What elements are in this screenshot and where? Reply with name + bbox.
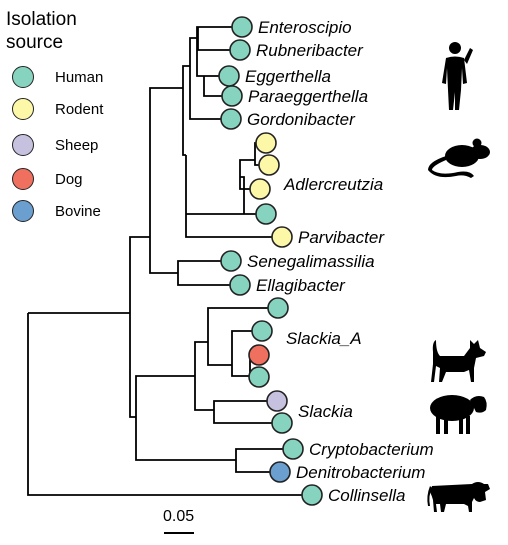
tip-collinsella [301,484,323,506]
label-gordonibacter: Gordonibacter [247,110,356,129]
branch-eggerthella-group [189,37,231,120]
tip-cryptobacterium [282,438,304,460]
legend-item-bovine: Bovine [12,198,101,224]
branch-cryptobacterium-denitrobacterium [235,448,293,473]
tip-adlercreutzia-2 [258,154,280,176]
human-silhouette-icon [442,42,473,110]
tip-slackia-a-2 [251,320,273,342]
sheep-silhouette-icon [430,395,487,434]
legend-item-human: Human [12,64,103,90]
legend-title-line-1: Isolation [6,9,77,30]
legend-swatch-rodent [12,98,34,120]
label-enteroscipio: Enteroscipio [258,18,352,37]
cow-silhouette-icon [427,482,490,512]
label-parvibacter: Parvibacter [298,228,385,247]
legend-label-dog: Dog [55,170,83,188]
legend-label-sheep: Sheep [55,136,99,154]
branch-slackia-a [207,307,278,366]
tip-denitrobacterium [269,461,291,483]
label-rubneribacter: Rubneribacter [256,41,364,60]
branch-root [27,313,308,496]
tip-senegalimassilia [220,250,242,272]
tip-slackia-human [271,412,293,434]
tip-slackia-a-3 [248,366,270,388]
tip-eggerthella [218,65,240,87]
branch-adlercreutzia-parvibacter [185,155,282,238]
label-collinsella: Collinsella [328,486,405,505]
tip-enteroscipio [231,16,253,38]
tip-paraeggerthella [221,85,243,107]
tip-ellagibacter [229,274,251,296]
legend-swatch-bovine [12,200,34,222]
legend-item-rodent: Rodent [12,96,103,122]
label-paraeggerthella: Paraeggerthella [248,87,368,106]
label-eggerthella: Eggerthella [245,67,331,86]
label-slackia: Slackia [298,402,353,421]
tip-slackia-a-dog [248,344,270,366]
label-adlercreutzia: Adlercreutzia [283,175,383,194]
branch-eggerthella-adlercreutzia [182,65,190,156]
branch-lower-clade [135,375,236,461]
label-ellagibacter: Ellagibacter [256,276,346,295]
legend-swatch-dog [12,168,34,190]
legend-swatch-human [12,66,34,88]
tip-adlercreutzia-3 [249,178,271,200]
branch-ingroup [28,236,150,418]
legend-item-dog: Dog [12,166,83,192]
tip-adlercreutzia-4 [255,203,277,225]
branch-adlercreutzia-rodents [239,142,269,190]
scale-bar-label: 0.05 [163,508,195,525]
tree-tips [218,16,323,506]
tip-slackia-sheep [266,390,288,412]
branch-slackia [213,400,282,424]
legend-label-rodent: Rodent [55,100,104,118]
tip-parvibacter [271,226,293,248]
branch-slackia-group [194,341,214,411]
label-cryptobacterium: Cryptobacterium [309,440,434,459]
scale-bar-line [164,532,194,534]
label-denitrobacterium: Denitrobacterium [296,463,425,482]
tree-branches [27,26,308,496]
label-senegalimassilia: Senegalimassilia [247,252,375,271]
legend-label-human: Human [55,68,104,86]
legend-swatch-sheep [12,134,34,156]
legend-title: Isolation source [6,8,77,54]
tip-adlercreutzia-1 [255,132,277,154]
branch-senegalimassilia-ellagibacter [177,260,240,286]
tip-slackia-a-1 [267,297,289,319]
branch-upper-clade [149,87,183,274]
legend-item-sheep: Sheep [12,132,98,158]
dog-silhouette-icon [431,340,486,382]
label-slackia-a: Slackia_A [286,329,362,348]
tip-gordonibacter [220,108,242,130]
legend-label-bovine: Bovine [55,202,101,220]
legend-title-line-2: source [6,32,64,53]
tip-rubneribacter [229,39,251,61]
mouse-silhouette-icon [428,138,490,178]
